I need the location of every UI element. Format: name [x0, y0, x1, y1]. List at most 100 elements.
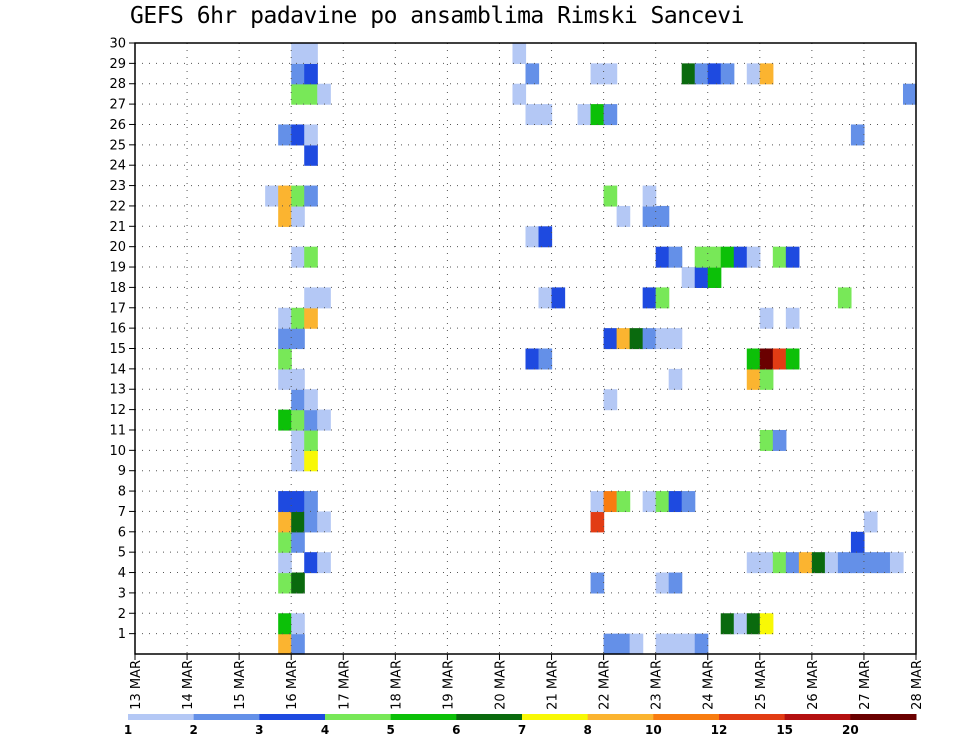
- data-cell: [590, 104, 605, 126]
- y-tick-label: 11: [109, 423, 126, 438]
- y-tick-label: 7: [118, 505, 126, 520]
- data-cell: [668, 246, 683, 268]
- data-cell: [590, 491, 605, 513]
- data-cell: [655, 633, 670, 655]
- data-cell: [707, 63, 722, 85]
- data-cell: [642, 491, 657, 513]
- data-cell: [317, 409, 331, 431]
- data-cell: [304, 491, 318, 513]
- data-cell: [291, 613, 305, 635]
- y-tick-label: 3: [118, 586, 126, 601]
- x-tick-label: 17 MAR: [337, 660, 352, 710]
- data-cell: [863, 552, 878, 574]
- data-cell: [278, 368, 292, 390]
- data-cell: [291, 450, 305, 472]
- data-cell: [512, 83, 527, 105]
- data-cell: [733, 613, 748, 635]
- data-cell: [616, 205, 631, 227]
- data-cell: [304, 63, 318, 85]
- data-cell: [772, 552, 787, 574]
- colorbar-swatch: [325, 714, 392, 720]
- data-cell: [278, 205, 292, 227]
- x-tick-label: 22 MAR: [598, 660, 613, 710]
- y-tick-label: 28: [109, 77, 126, 92]
- data-cell: [850, 552, 865, 574]
- data-cell: [759, 307, 774, 329]
- data-cell: [746, 613, 761, 635]
- data-cell: [681, 491, 696, 513]
- y-tick-label: 27: [109, 98, 126, 113]
- data-cell: [278, 511, 292, 533]
- y-tick-label: 1: [118, 627, 126, 642]
- data-cell: [278, 491, 292, 513]
- y-tick-label: 6: [118, 525, 126, 540]
- data-cell: [538, 348, 553, 370]
- data-cell: [304, 429, 318, 451]
- data-cell: [759, 63, 774, 85]
- data-cell: [291, 205, 305, 227]
- x-tick-label: 19 MAR: [441, 660, 456, 710]
- data-cell: [655, 246, 670, 268]
- colorbar-swatch: [653, 714, 720, 720]
- x-tick-label: 15 MAR: [233, 660, 248, 710]
- x-tick-label: 21 MAR: [546, 660, 561, 710]
- data-cell: [668, 328, 683, 350]
- data-cell: [837, 552, 852, 574]
- data-cell: [291, 83, 305, 105]
- colorbar-swatch: [522, 714, 589, 720]
- data-cell: [785, 307, 800, 329]
- y-axis: 1234567891011121314151617181920212223242…: [109, 37, 135, 642]
- data-cell: [525, 104, 540, 126]
- data-cell: [668, 572, 683, 594]
- data-cell: [655, 205, 670, 227]
- y-tick-label: 26: [109, 118, 126, 133]
- data-cell: [291, 246, 305, 268]
- data-cell: [551, 287, 566, 309]
- x-axis: 13 MAR 14 MAR 15 MAR 16 MAR 17 MAR 18 MAR 19 M…: [129, 654, 925, 710]
- data-cell: [278, 531, 292, 553]
- data-cell: [603, 389, 618, 411]
- data-cell: [629, 633, 644, 655]
- data-cell: [876, 552, 891, 574]
- data-cell: [616, 328, 631, 350]
- colorbar-label: 4: [321, 723, 329, 737]
- data-cell: [785, 348, 800, 370]
- colorbar-swatch: [719, 714, 786, 720]
- x-tick-label: 20 MAR: [493, 660, 508, 710]
- data-cell: [278, 613, 292, 635]
- data-cell: [694, 246, 709, 268]
- data-cell: [278, 552, 292, 574]
- data-cell: [655, 572, 670, 594]
- colorbar-swatch: [784, 714, 851, 720]
- x-tick-label: 16 MAR: [285, 660, 300, 710]
- data-cell: [304, 43, 318, 64]
- data-cell: [317, 83, 331, 105]
- x-tick-label: 23 MAR: [650, 660, 665, 710]
- data-cell: [525, 226, 540, 248]
- y-tick-label: 21: [109, 220, 126, 235]
- data-cell: [577, 104, 592, 126]
- data-cell: [538, 104, 553, 126]
- data-cell: [681, 63, 696, 85]
- y-tick-label: 4: [118, 566, 126, 581]
- data-cell: [304, 307, 318, 329]
- data-cell: [785, 552, 800, 574]
- data-cell: [291, 185, 305, 207]
- data-cell: [798, 552, 813, 574]
- x-tick-label: 14 MAR: [181, 660, 196, 710]
- data-cell: [642, 185, 657, 207]
- data-cell: [291, 328, 305, 350]
- y-tick-label: 5: [118, 546, 126, 561]
- colorbar-label: 10: [645, 723, 662, 737]
- data-cell: [746, 368, 761, 390]
- y-tick-label: 20: [109, 240, 126, 255]
- data-cell: [759, 429, 774, 451]
- data-cell: [785, 246, 800, 268]
- x-tick-label: 25 MAR: [754, 660, 769, 710]
- data-cell: [850, 531, 865, 553]
- colorbar-label: 3: [255, 723, 263, 737]
- data-cell: [291, 368, 305, 390]
- data-cell: [590, 63, 605, 85]
- colorbar-label: 12: [711, 723, 728, 737]
